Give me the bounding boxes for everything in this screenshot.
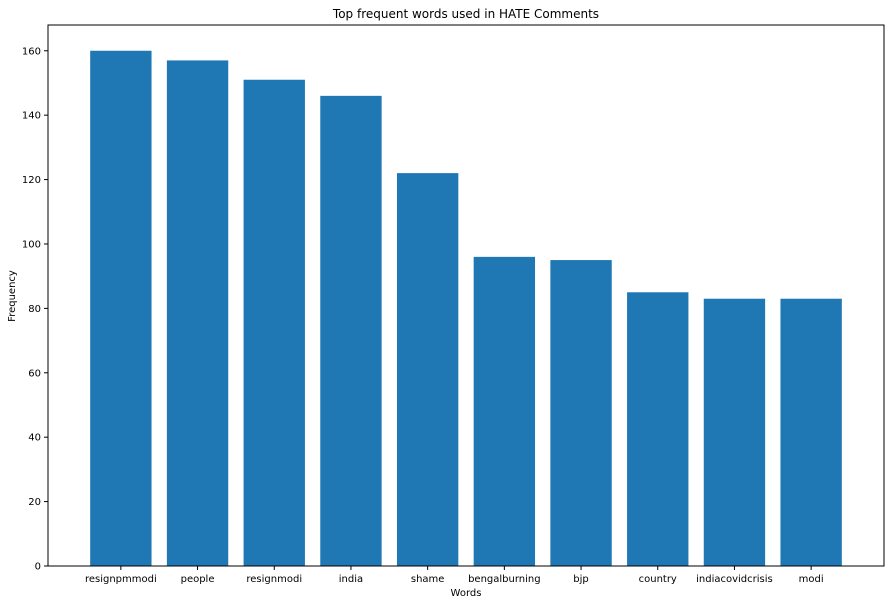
bars-group	[90, 50, 842, 567]
bar-resignmodi	[243, 79, 305, 566]
x-tick-label: resignpmmodi	[85, 574, 157, 585]
y-tick-label: 40	[28, 433, 41, 444]
bar-country	[627, 292, 689, 566]
x-tick-label: resignmodi	[246, 574, 302, 585]
x-axis-ticks: resignpmmodi people resignmodi india shame be…	[85, 566, 824, 585]
y-tick-label: 140	[22, 111, 41, 122]
y-tick-label: 120	[22, 175, 41, 186]
y-tick-label: 0	[35, 562, 41, 573]
y-tick-label: 80	[28, 304, 41, 315]
x-tick-label: india	[339, 574, 363, 585]
y-tick-label: 100	[22, 239, 41, 250]
x-tick-label: shame	[411, 574, 445, 585]
bar-resignpmmodi	[90, 50, 152, 567]
x-tick-label: people	[181, 574, 215, 585]
y-axis-ticks: 0 20 40 60 80 100 120 140 160	[22, 46, 48, 573]
y-axis-label: Frequency	[7, 270, 18, 322]
chart-title: Top frequent words used in HATE Comments	[332, 7, 599, 21]
bar-india	[320, 95, 382, 566]
x-tick-label: country	[639, 574, 677, 585]
plot-frame	[47, 24, 885, 567]
x-tick-label: modi	[799, 574, 824, 585]
bar-indiacovidcrisis	[703, 298, 766, 566]
y-tick-label: 160	[22, 46, 41, 57]
bar-bjp	[550, 260, 612, 566]
x-tick-label: bjp	[573, 574, 588, 585]
bar-people	[166, 60, 229, 567]
bar-bengalburning	[473, 256, 536, 566]
y-tick-label: 60	[28, 368, 41, 379]
x-tick-label: bengalburning	[468, 574, 541, 585]
y-tick-label: 20	[28, 497, 41, 508]
bar-shame	[396, 173, 459, 566]
x-axis-label: Words	[451, 588, 482, 599]
x-tick-label: indiacovidcrisis	[696, 574, 773, 585]
bar-modi	[780, 298, 842, 566]
